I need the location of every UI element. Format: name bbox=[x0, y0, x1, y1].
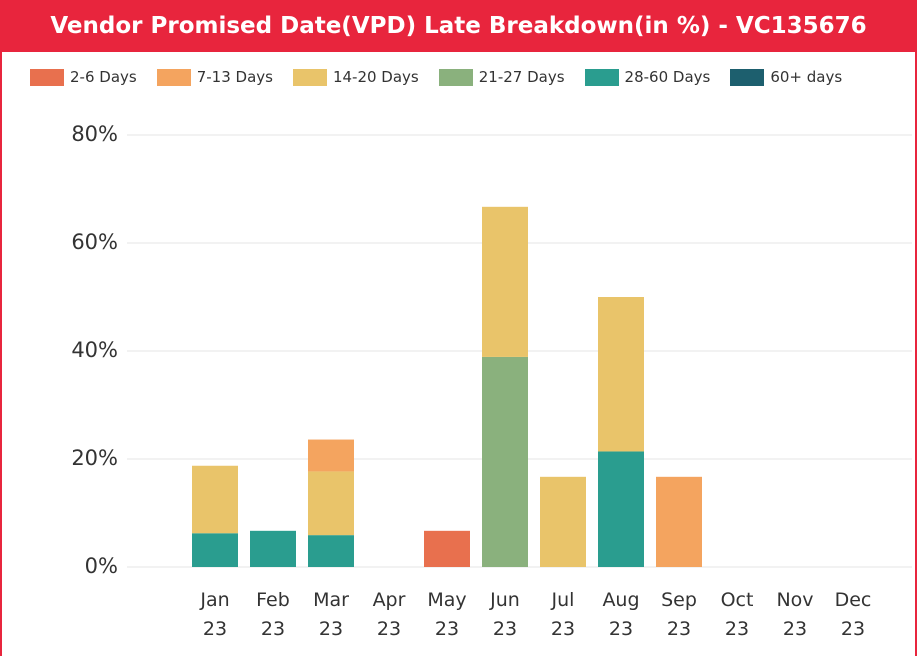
legend-label: 21-27 Days bbox=[478, 68, 565, 86]
x-tick-label: Feb 23 bbox=[256, 589, 290, 640]
legend-swatch bbox=[438, 68, 473, 86]
x-tick-label: Dec 23 bbox=[834, 589, 872, 640]
bar-segment bbox=[598, 451, 644, 567]
legend-label: 28-60 Days bbox=[624, 68, 711, 86]
x-tick-label: Aug 23 bbox=[602, 589, 640, 640]
y-tick-label: 60% bbox=[71, 230, 118, 254]
legend-swatch bbox=[584, 68, 619, 86]
x-tick-label: Jul 23 bbox=[550, 589, 576, 640]
legend-swatch bbox=[292, 68, 327, 86]
x-tick-label: Jun 23 bbox=[490, 589, 520, 640]
legend-item: 21-27 Days bbox=[438, 68, 565, 86]
bar-segment bbox=[482, 206, 528, 357]
y-tick-label: 80% bbox=[71, 122, 118, 146]
y-tick-label: 0% bbox=[85, 554, 118, 578]
bar-segment bbox=[250, 530, 296, 567]
x-tick-label: Sep 23 bbox=[661, 589, 697, 640]
legend-item: 28-60 Days bbox=[584, 68, 711, 86]
x-tick-label: Jan 23 bbox=[200, 589, 230, 640]
bar-segment bbox=[424, 530, 470, 567]
legend-item: 7-13 Days bbox=[156, 68, 273, 86]
bar-segment bbox=[192, 533, 238, 567]
legend: 2-6 Days 7-13 Days 14-20 Days 21-27 Days 28-… bbox=[30, 68, 842, 86]
y-tick-label: 40% bbox=[71, 338, 118, 362]
y-tick-label: 20% bbox=[71, 446, 118, 470]
legend-label: 60+ days bbox=[770, 68, 843, 86]
x-tick-label: Apr 23 bbox=[372, 589, 406, 640]
legend-label: 14-20 Days bbox=[332, 68, 419, 86]
chart-title: Vendor Promised Date(VPD) Late Breakdown… bbox=[0, 0, 917, 52]
bar-segment bbox=[540, 476, 586, 567]
bar-segment bbox=[308, 439, 354, 472]
legend-swatch bbox=[156, 68, 191, 86]
legend-label: 2-6 Days bbox=[70, 68, 137, 86]
x-tick-label: May 23 bbox=[427, 589, 467, 640]
bar-segment bbox=[308, 535, 354, 567]
legend-swatch bbox=[730, 68, 765, 86]
bar-segment bbox=[308, 471, 354, 536]
x-tick-label: Oct 23 bbox=[720, 589, 754, 640]
bar-segment bbox=[482, 356, 528, 567]
bar-segment bbox=[598, 297, 644, 452]
x-tick-label: Mar 23 bbox=[313, 589, 349, 640]
x-tick-label: Nov 23 bbox=[776, 589, 814, 640]
legend-item: 14-20 Days bbox=[292, 68, 419, 86]
legend-label: 7-13 Days bbox=[196, 68, 273, 86]
legend-swatch bbox=[30, 68, 64, 86]
bar-segment bbox=[656, 476, 702, 567]
bar-segment bbox=[192, 465, 238, 534]
legend-item: 60+ days bbox=[730, 68, 842, 86]
legend-item: 2-6 Days bbox=[30, 68, 137, 86]
